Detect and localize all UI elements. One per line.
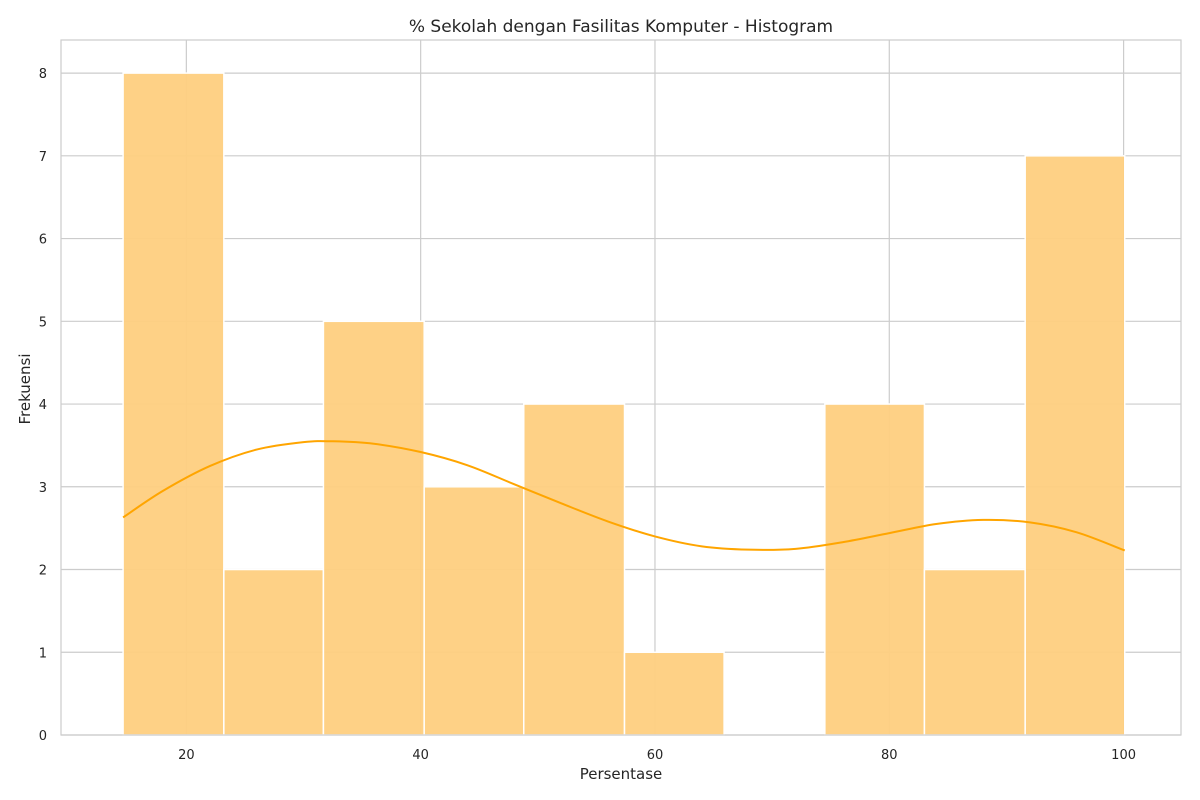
x-tick-label: 80 <box>881 748 898 763</box>
x-axis-label: Persentase <box>580 765 663 783</box>
y-axis-label: Frekuensi <box>16 353 34 424</box>
chart-title: % Sekolah dengan Fasilitas Komputer - Hi… <box>409 17 833 37</box>
y-tick-label: 2 <box>39 564 47 579</box>
x-tick-labels: 20 40 60 80 100 <box>178 748 1136 763</box>
y-tick-label: 3 <box>39 481 47 496</box>
y-tick-labels: 0 1 2 3 4 5 6 7 8 <box>39 67 47 744</box>
kde-curve <box>122 440 1126 552</box>
x-tick-label: 40 <box>412 748 429 763</box>
histogram-bar <box>322 320 425 736</box>
axes-frame <box>60 39 1182 736</box>
histogram-bar <box>623 651 725 736</box>
y-tick-label: 6 <box>39 233 47 248</box>
y-tick-label: 0 <box>39 729 47 744</box>
y-tick-label: 1 <box>39 646 47 661</box>
histogram-bar <box>824 403 926 736</box>
y-tick-label: 7 <box>39 150 47 165</box>
x-tick-label: 60 <box>647 748 664 763</box>
histogram-bar <box>923 568 1026 736</box>
histogram-bar <box>523 403 626 736</box>
y-tick-label: 5 <box>39 315 47 330</box>
histogram-bar <box>423 486 525 736</box>
y-tick-label: 4 <box>39 398 47 413</box>
histogram-bar <box>1024 155 1126 736</box>
histogram-bars <box>122 72 1126 736</box>
x-tick-label: 20 <box>178 748 195 763</box>
histogram-bar <box>223 568 325 736</box>
y-tick-label: 8 <box>39 67 47 82</box>
x-tick-label: 100 <box>1111 748 1136 763</box>
histogram-bar <box>122 72 225 736</box>
